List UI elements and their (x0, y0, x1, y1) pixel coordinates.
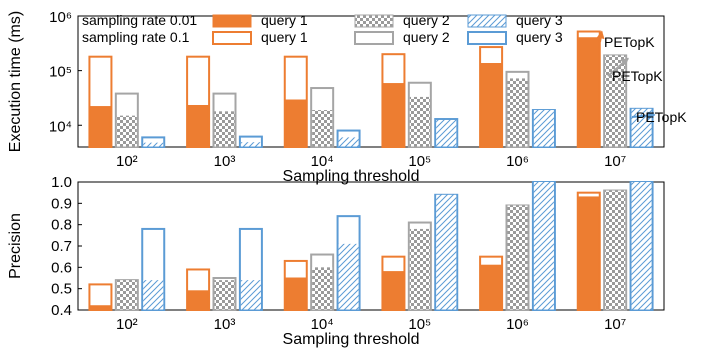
x-tick-label: 10² (116, 153, 138, 170)
bar-query1-rate-0.01 (187, 104, 209, 147)
bar-query3-rate-0.01 (143, 280, 164, 310)
execution-time-chart: 10⁴ 10⁵ 10⁶ 10² 10³ 10⁴ 10⁵ 10⁶ 10⁷ Sampling thre… (7, 9, 687, 185)
x-tick-label: 10³ (214, 316, 236, 333)
bar-query3-rate-0.01 (240, 280, 261, 310)
bar-query2-rate-0.01 (214, 280, 235, 310)
x-tick-label: 10⁴ (311, 316, 334, 333)
annotation-arrow (607, 57, 629, 77)
bar-query1-rate-0.01 (89, 106, 111, 147)
bar-query2-rate-0.01 (409, 228, 430, 310)
legend-entry-label: query 2 (403, 12, 450, 28)
y-tick-label: 0.6 (51, 259, 72, 276)
legend-swatch (467, 14, 507, 28)
bar-query2-rate-0.01 (116, 280, 137, 310)
legend-group-label: sampling rate 0.01 (82, 12, 197, 28)
x-tick-label: 10⁴ (311, 153, 334, 170)
bar-query1-rate-0.01 (480, 264, 502, 311)
y-tick-label: 0.9 (51, 195, 72, 212)
legend-swatch (212, 31, 252, 45)
bar-query1-rate-0.01 (285, 277, 307, 310)
precision-chart: 0.4 0.5 0.6 0.7 0.8 0.9 1.0 10² 10³ 10⁴ 10⁵ 10⁶ 10⁷ S… (7, 174, 665, 348)
bar-query1-rate-0.01 (480, 63, 502, 147)
bar-query1-rate-0.01 (382, 83, 404, 147)
bar-query3-rate-0.01 (533, 182, 554, 310)
bar-query2-rate-0.01 (605, 55, 626, 147)
bar-query3-rate-0.01 (240, 142, 261, 147)
legend-entry-label: query 3 (516, 29, 563, 45)
y-tick-label: 10⁵ (49, 64, 72, 81)
annotation-arrow (596, 30, 605, 43)
bar-query3-rate-0.01 (436, 194, 457, 310)
y-axis-label: Precision (7, 213, 24, 279)
legend-group-label: sampling rate 0.1 (82, 29, 190, 45)
y-tick-label: 1.0 (51, 174, 72, 191)
legend-swatch (354, 31, 394, 45)
y-tick-label: 10⁴ (49, 118, 72, 135)
x-tick-label: 10³ (214, 153, 236, 170)
bar-query2-rate-0.01 (409, 96, 430, 147)
bar-query3-rate-0.01 (143, 142, 164, 147)
y-tick-label: 0.4 (51, 302, 72, 319)
bar-query3-rate-0.01 (533, 110, 554, 147)
bar-query2-rate-0.01 (312, 110, 333, 147)
legend-entry-label: query 1 (261, 29, 308, 45)
y-tick-label: 0.7 (51, 238, 72, 255)
bar-query3-rate-0.01 (338, 243, 359, 310)
bar-query3-rate-0.01 (631, 108, 652, 147)
y-tick-label: 10⁶ (49, 9, 72, 26)
bar-query3-rate-0.01 (338, 137, 359, 147)
x-axis-label: Sampling threshold (283, 331, 420, 348)
legend-entry-label: query 3 (516, 12, 563, 28)
bar-query1-rate-0.01 (187, 290, 209, 310)
bar-query2-rate-0.01 (605, 190, 626, 310)
legend-entry-label: query 1 (261, 12, 308, 28)
legend-swatch (354, 14, 394, 28)
bar-query1-rate-0.01 (89, 305, 111, 311)
bar-query3-rate-0.1 (238, 135, 263, 149)
x-axis-label: Sampling threshold (283, 168, 420, 185)
bar-query3-rate-0.01 (436, 119, 457, 147)
bar-query3-rate-0.1 (141, 136, 166, 149)
bar-query3-rate-0.01 (631, 182, 652, 310)
bar-query1-rate-0.01 (578, 196, 600, 310)
x-tick-label: 10² (116, 316, 138, 333)
x-tick-label: 10⁶ (506, 316, 529, 333)
y-tick-label: 0.5 (51, 281, 72, 298)
bar-query1-rate-0.01 (285, 99, 307, 147)
annotation-arrow (631, 111, 656, 120)
bar-query1-rate-0.01 (578, 37, 600, 147)
bar-query2-rate-0.01 (214, 111, 235, 147)
x-tick-label: 10⁵ (408, 153, 431, 170)
annotation-label: PETopK (612, 68, 663, 84)
annotation-label: PETopK (604, 34, 655, 50)
bar-query2-rate-0.01 (507, 78, 528, 147)
legend-entry-label: query 2 (403, 29, 450, 45)
x-tick-label: 10⁶ (506, 153, 529, 170)
bar-query1-rate-0.01 (382, 271, 404, 311)
plot-frame (77, 181, 665, 311)
x-tick-label: 10⁵ (408, 316, 431, 333)
legend-swatch (467, 31, 507, 45)
annotation-label: PETopK (636, 109, 687, 125)
x-tick-label: 10⁷ (604, 316, 626, 333)
bar-query2-rate-0.01 (507, 205, 528, 310)
legend-swatch (212, 14, 252, 28)
bar-query2-rate-0.01 (312, 267, 333, 310)
x-tick-label: 10⁷ (604, 153, 626, 170)
bar-query2-rate-0.01 (116, 115, 137, 147)
y-axis-label: Execution time (ms) (7, 11, 24, 152)
y-tick-label: 0.8 (51, 217, 72, 234)
